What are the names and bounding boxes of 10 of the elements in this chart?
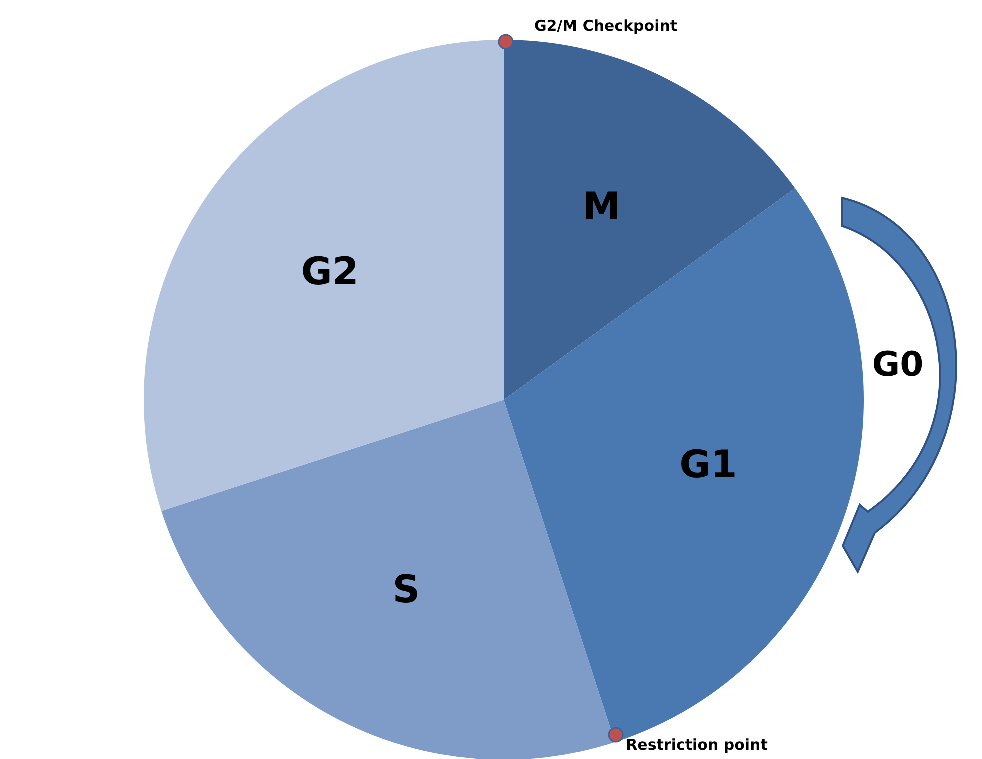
- slice-label: G2: [301, 250, 359, 294]
- text: Restriction point: [626, 736, 768, 754]
- slice-label: M: [582, 184, 621, 228]
- slice-label: S: [392, 568, 420, 612]
- slice-label: G1: [680, 442, 738, 486]
- pie-slice: [504, 40, 796, 400]
- pie-slice: [162, 400, 616, 759]
- text: G2/M Checkpoint: [534, 17, 678, 35]
- pie-slice: [144, 40, 504, 512]
- text: G0: [872, 345, 924, 385]
